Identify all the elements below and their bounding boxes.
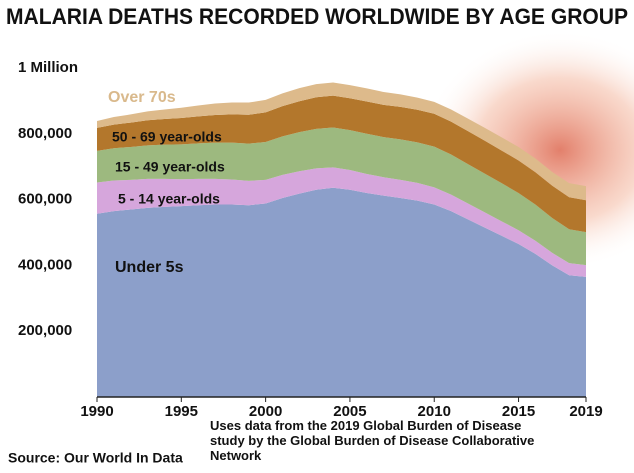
area	[97, 167, 586, 277]
series-label: 15 - 49 year-olds	[115, 159, 225, 175]
area	[97, 127, 586, 266]
y-tick-label: 200,000	[18, 322, 72, 339]
x-tick-label: 1990	[80, 403, 113, 420]
area	[97, 95, 586, 233]
area	[97, 82, 586, 201]
plot-area	[97, 82, 586, 397]
y-tick-label: 1 Million	[18, 59, 78, 76]
chart-title: MALARIA DEATHS RECORDED WORLDWIDE BY AGE…	[6, 4, 628, 29]
x-tick-label: 2000	[249, 403, 282, 420]
source: Source: Our World In Data	[8, 450, 183, 466]
series-label: 5 - 14 year-olds	[118, 191, 220, 207]
series-label: Over 70s	[108, 89, 176, 106]
series-label: Under 5s	[115, 259, 184, 276]
series-label: 50 - 69 year-olds	[112, 129, 222, 145]
note-box: Uses data from the 2019 Global Burden of…	[210, 418, 535, 463]
y-tick-label: 800,000	[18, 125, 72, 142]
x-tick-label: 2019	[569, 403, 602, 420]
y-tick-label: 400,000	[18, 256, 72, 273]
x-tick-label: 2005	[333, 403, 366, 420]
area	[97, 187, 586, 397]
note: Uses data from the 2019 Global Burden of…	[210, 418, 535, 463]
y-tick-label: 600,000	[18, 191, 72, 208]
x-tick-label: 2015	[502, 403, 535, 420]
x-tick-label: 1995	[165, 403, 198, 420]
x-tick-label: 2010	[418, 403, 451, 420]
